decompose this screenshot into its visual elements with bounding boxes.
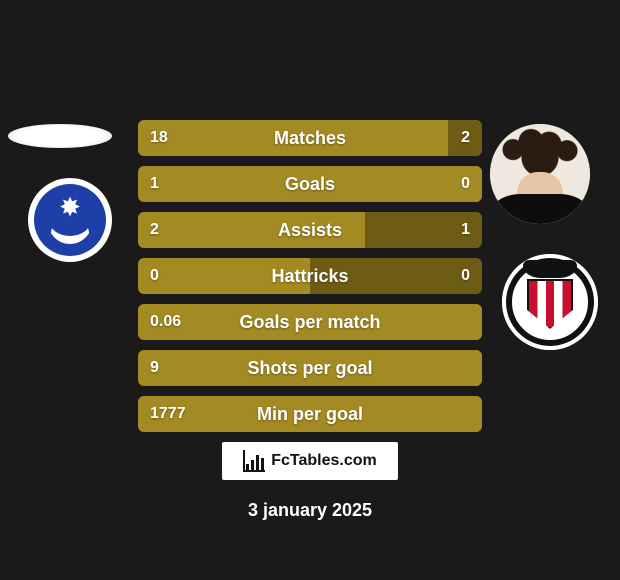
fctables-logo-icon — [243, 450, 265, 472]
stat-row: Goals1 0 — [138, 166, 482, 202]
stat-value-player2: 2 — [461, 120, 470, 156]
branding-text: FcTables.com — [271, 452, 377, 470]
stat-row: Assists2 1 — [138, 212, 482, 248]
comparison-card: Botts vs Adil Aouchiche Club competition… — [0, 0, 620, 580]
stats-panel: Matches182Goals10Assists21Hattricks00Goa… — [138, 120, 482, 442]
branding-badge: FcTables.com — [222, 442, 398, 480]
stat-value-player1: 1777 — [150, 396, 186, 432]
stat-row: Shots per goal9 — [138, 350, 482, 386]
stat-row: Hattricks0 0 — [138, 258, 482, 294]
player1-photo-placeholder — [8, 124, 112, 148]
stat-value-player1: 9 — [150, 350, 159, 386]
player2-photo — [490, 124, 590, 224]
generated-date: 3 january 2025 — [0, 500, 620, 521]
stat-row: Goals per match0.06 — [138, 304, 482, 340]
stat-row: Matches18 2 — [138, 120, 482, 156]
stat-label: Assists — [138, 212, 482, 248]
stat-value-player1: 1 — [150, 166, 159, 202]
sunderland-crest-icon — [502, 254, 598, 350]
portsmouth-crest-icon — [28, 178, 112, 262]
stat-value-player2: 0 — [461, 258, 470, 294]
stat-value-player2: 1 — [461, 212, 470, 248]
stat-label: Goals per match — [138, 304, 482, 340]
stat-value-player1: 0.06 — [150, 304, 181, 340]
stat-label: Hattricks — [138, 258, 482, 294]
stat-row: Min per goal1777 — [138, 396, 482, 432]
player2-club-crest — [502, 254, 598, 350]
stat-label: Shots per goal — [138, 350, 482, 386]
player1-club-crest — [28, 178, 112, 262]
stat-label: Matches — [138, 120, 482, 156]
player2-face-icon — [490, 124, 590, 224]
stat-label: Goals — [138, 166, 482, 202]
stat-value-player1: 2 — [150, 212, 159, 248]
stat-value-player1: 18 — [150, 120, 168, 156]
stat-label: Min per goal — [138, 396, 482, 432]
stat-value-player2: 0 — [461, 166, 470, 202]
stat-value-player1: 0 — [150, 258, 159, 294]
